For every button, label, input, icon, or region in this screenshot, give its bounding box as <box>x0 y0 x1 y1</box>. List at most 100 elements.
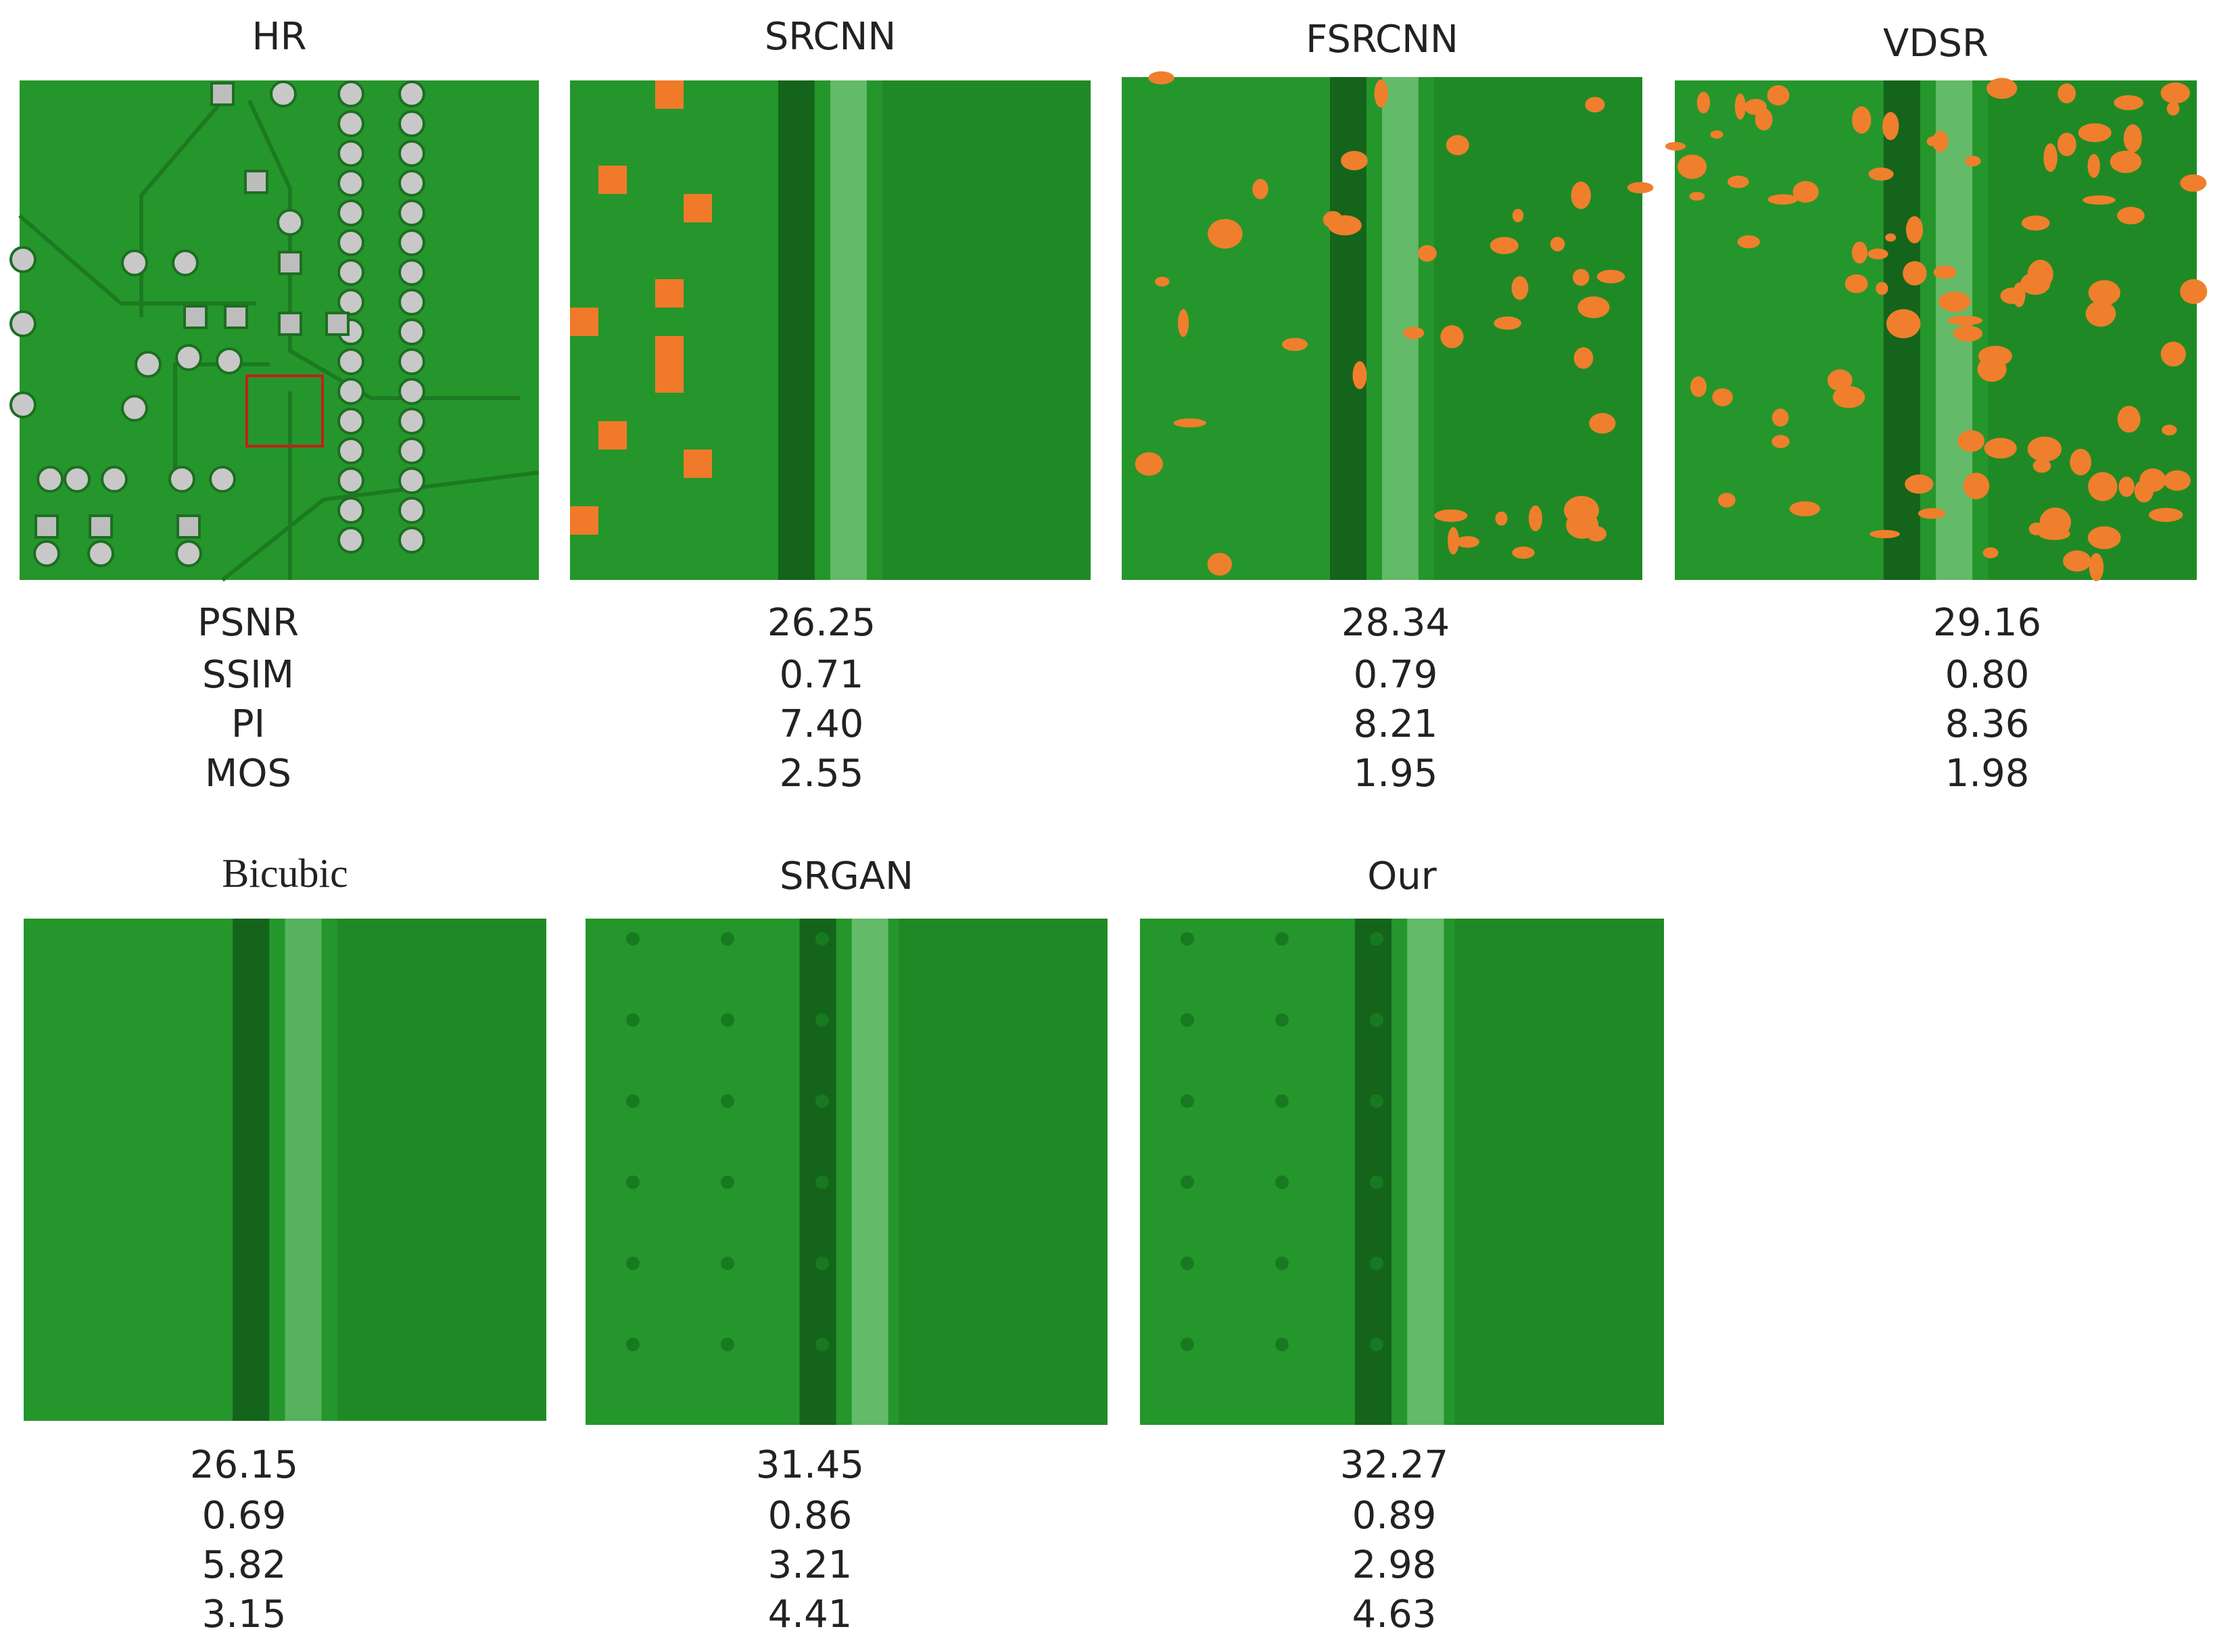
artifact <box>684 194 712 222</box>
pad <box>64 466 91 493</box>
pad <box>337 170 364 197</box>
pad <box>175 344 202 371</box>
artifact <box>2043 143 2057 172</box>
artifact <box>1932 130 1949 152</box>
artifact <box>2038 527 2070 540</box>
artifact <box>1528 505 1542 532</box>
hole <box>721 1338 734 1351</box>
pad <box>337 378 364 405</box>
artifact <box>1148 71 1174 84</box>
hole <box>815 1094 829 1108</box>
hole <box>1275 1257 1289 1270</box>
pad <box>135 351 162 378</box>
hole <box>815 1338 829 1351</box>
metric-value: 1.98 <box>1945 752 2030 796</box>
pad <box>210 82 235 106</box>
artifact <box>2085 300 2116 327</box>
panel: VDSR 29.16 0.80 8.36 1.98 <box>1665 22 2208 796</box>
artifact <box>1341 151 1368 170</box>
panel-title: VDSR <box>1883 22 1989 66</box>
artifact <box>1712 388 1733 407</box>
artifact <box>2028 441 2055 452</box>
artifact <box>1577 296 1610 318</box>
artifact <box>1490 237 1519 255</box>
hole <box>1181 1257 1194 1270</box>
pad <box>277 209 304 236</box>
artifact <box>1771 435 1790 449</box>
artifact <box>1737 235 1760 249</box>
pad <box>337 199 364 226</box>
panel: SRCNN 26.25 0.71 7.40 2.55 <box>570 15 1091 796</box>
artifact <box>2160 341 2186 367</box>
hole <box>1370 1175 1383 1189</box>
metric-value: 0.80 <box>1945 653 2030 697</box>
metric-value: 0.71 <box>780 653 864 697</box>
artifact <box>2032 459 2051 473</box>
pad <box>398 348 425 375</box>
artifact <box>1155 276 1170 287</box>
trace <box>139 99 224 317</box>
pad <box>33 540 60 567</box>
light-trace <box>285 919 322 1421</box>
panel-title: SRGAN <box>780 854 913 898</box>
artifact <box>655 279 684 308</box>
metric-label: PI <box>231 702 265 746</box>
hole <box>815 1013 829 1027</box>
metric-value: 4.41 <box>768 1593 853 1636</box>
artifact <box>1986 78 2018 99</box>
artifact <box>2000 287 2025 304</box>
artifact <box>1876 282 1888 295</box>
artifact <box>1789 501 1820 516</box>
pad <box>168 466 195 493</box>
artifact <box>1573 268 1590 286</box>
artifact <box>2117 207 2145 224</box>
light-trace <box>851 919 888 1425</box>
metric-value: 32.27 <box>1340 1443 1448 1487</box>
trace <box>18 214 256 306</box>
hole <box>1370 1257 1383 1270</box>
hole <box>1275 1094 1289 1108</box>
hole <box>721 932 734 946</box>
pad <box>398 170 425 197</box>
pad <box>244 170 268 194</box>
trace <box>221 470 540 582</box>
pad <box>398 110 425 137</box>
artifact <box>2160 82 2190 104</box>
metric-label: SSIM <box>202 653 294 697</box>
pad <box>325 312 350 336</box>
pad <box>121 249 148 276</box>
pad <box>34 514 59 539</box>
pad <box>398 408 425 435</box>
metric-value: 7.40 <box>780 702 864 746</box>
pad <box>398 229 425 256</box>
artifact <box>598 421 627 450</box>
pad <box>87 540 114 567</box>
panel-title: HR <box>252 15 306 59</box>
metric-value: 28.34 <box>1341 601 1450 645</box>
pad <box>337 437 364 464</box>
artifact <box>2164 470 2191 491</box>
artifact <box>1903 261 1927 286</box>
hole <box>1370 1013 1383 1027</box>
pad <box>337 140 364 167</box>
right-area <box>1454 919 1664 1425</box>
metric-label: MOS <box>205 752 291 796</box>
artifact <box>1585 97 1605 113</box>
artifact <box>1957 430 1985 452</box>
pad <box>9 310 37 337</box>
artifact <box>1512 208 1524 222</box>
pad <box>224 305 248 329</box>
artifact <box>1867 248 1888 260</box>
artifact <box>1885 233 1897 242</box>
metric-value: 0.69 <box>202 1494 287 1538</box>
artifact <box>1982 547 1999 559</box>
pad <box>337 467 364 494</box>
artifact <box>2087 526 2121 550</box>
artifact <box>1494 316 1522 330</box>
artifact <box>1352 361 1367 389</box>
artifact <box>1882 112 1899 141</box>
artifact <box>2078 123 2112 143</box>
artifact <box>1627 182 1654 193</box>
hole <box>1181 1013 1194 1027</box>
